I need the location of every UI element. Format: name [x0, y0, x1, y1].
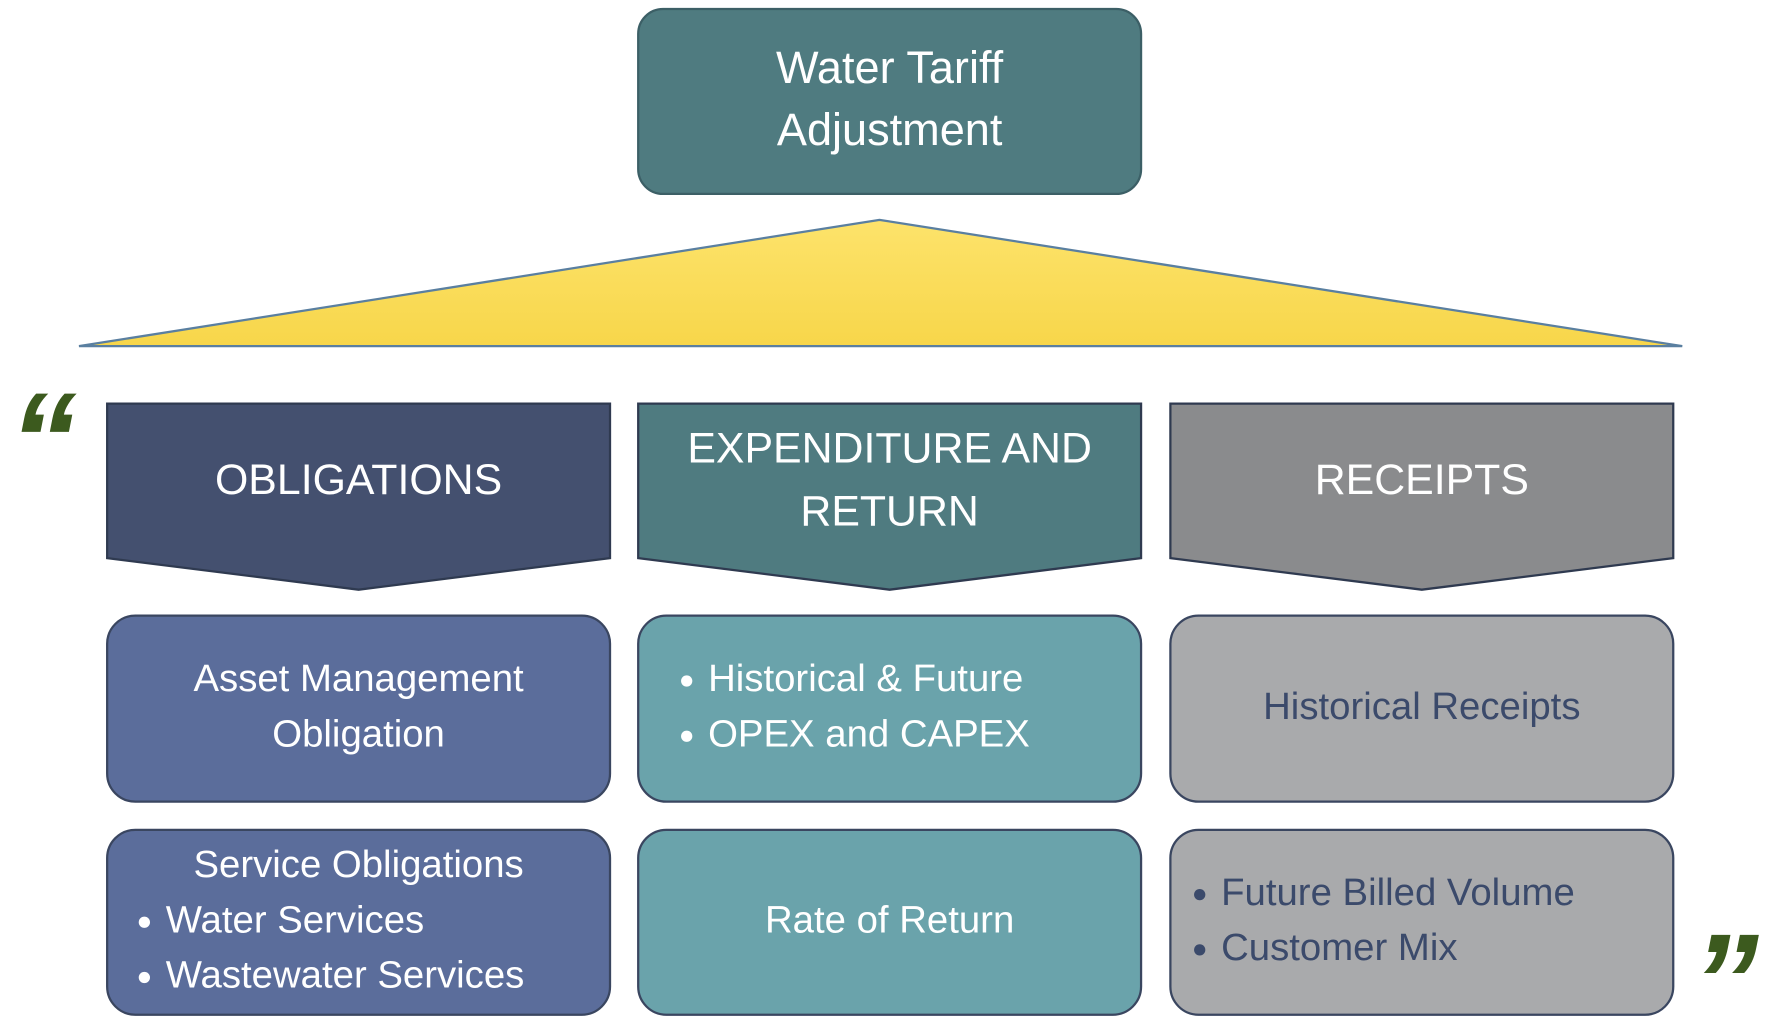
content-box	[637, 828, 1143, 1016]
bullet-dot	[681, 730, 693, 742]
bullet-dot	[138, 916, 151, 928]
header-text: OBLIGATIONS	[215, 456, 502, 504]
bullet-dot	[138, 971, 151, 984]
bullet-text: Wastewater Services	[166, 954, 525, 997]
content-box	[106, 614, 612, 803]
box-text: Rate of Return	[765, 898, 1014, 941]
open-quote: “	[9, 365, 77, 516]
roof-triangle	[78, 218, 1683, 348]
box-text: Obligation	[272, 712, 445, 755]
bullet-dot	[681, 675, 693, 687]
bullet-dot	[1194, 944, 1206, 956]
box-text: Historical Receipts	[1263, 685, 1580, 728]
content-box	[637, 614, 1143, 803]
content-box	[1169, 614, 1675, 803]
box-text: Asset Management	[193, 657, 524, 700]
bullet-text: Future Billed Volume	[1221, 871, 1575, 914]
column-header	[637, 402, 1143, 591]
title-line: Adjustment	[777, 104, 1003, 155]
bullet-text: Customer Mix	[1221, 926, 1457, 969]
bullet-dot	[1194, 889, 1206, 901]
bullet-text: Historical & Future	[708, 657, 1023, 700]
content-box	[1169, 828, 1675, 1016]
content-box	[106, 828, 612, 1016]
column-header	[106, 402, 612, 591]
header-text: RECEIPTS	[1315, 456, 1529, 504]
close-quote: ”	[1691, 906, 1759, 1017]
header-text: RETURN	[800, 487, 978, 535]
box-heading: Service Obligations	[193, 843, 523, 886]
column-header	[1169, 402, 1675, 591]
bullet-text: Water Services	[166, 898, 424, 941]
bullet-text: OPEX and CAPEX	[708, 712, 1030, 755]
title-line: Water Tariff	[776, 42, 1004, 93]
title-box	[637, 7, 1143, 196]
header-text: EXPENDITURE AND	[687, 424, 1092, 472]
